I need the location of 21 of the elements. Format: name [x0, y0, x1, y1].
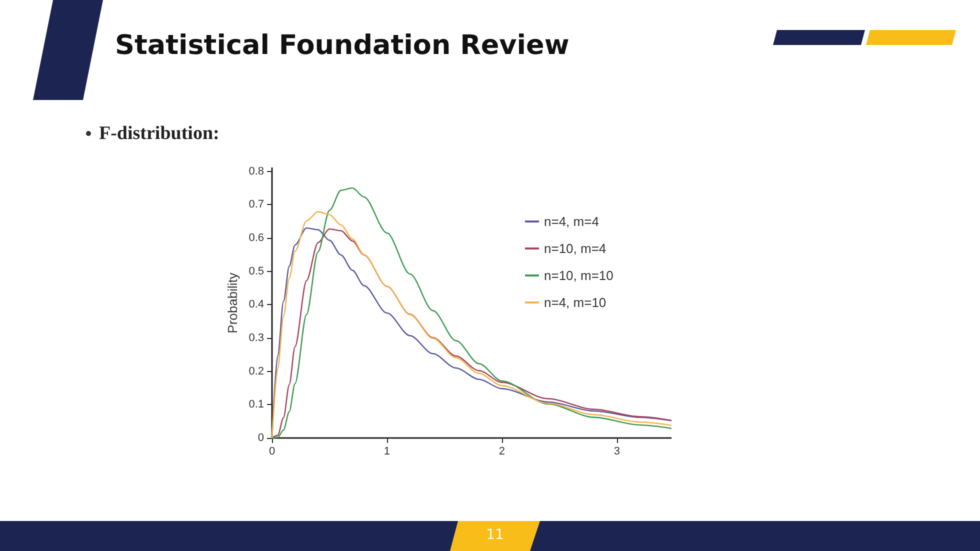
x-tick-label: 1 [384, 446, 390, 458]
y-tick-label: 0.4 [248, 298, 264, 311]
x-tick-label: 3 [614, 446, 620, 458]
legend-label: n=4, m=4 [544, 214, 599, 229]
y-tick-label: 0.8 [248, 165, 264, 178]
x-tick-label: 2 [498, 446, 506, 458]
y-tick-label: 0.2 [248, 365, 264, 378]
y-axis-title: Probability [225, 272, 240, 334]
legend-label: n=10, m=10 [544, 268, 614, 283]
chart-subtitle: F-distribution: [99, 123, 220, 145]
chart-title: Statistical Foundation Review [115, 30, 570, 61]
legend-label: n=4, m=10 [544, 295, 606, 310]
text: 11 [485, 527, 505, 543]
y-tick-label: 0.3 [248, 332, 264, 344]
y-tick-label: 0 [258, 432, 264, 444]
legend-label: n=10, m=4 [544, 241, 606, 256]
y-tick-label: 0.6 [248, 232, 264, 244]
y-tick-label: 0.1 [248, 398, 264, 411]
y-tick-label: 0.5 [248, 265, 264, 278]
y-tick-label: 0.7 [248, 198, 264, 211]
x-tick-label: 0 [268, 446, 276, 458]
